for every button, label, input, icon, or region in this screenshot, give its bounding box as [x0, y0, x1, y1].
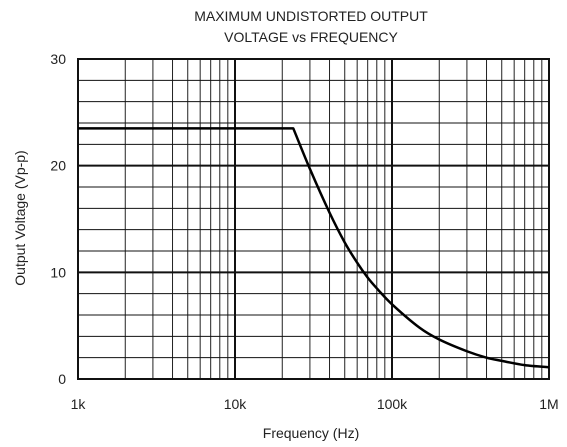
y-tick-label: 30 [50, 51, 66, 67]
x-tick-label: 1k [71, 396, 87, 412]
plot-frame [77, 58, 550, 380]
x-tick-label: 1M [539, 396, 558, 412]
y-tick-label: 10 [50, 264, 66, 280]
x-axis-label: Frequency (Hz) [263, 425, 359, 441]
y-tick-label: 0 [58, 371, 66, 387]
tick-labels: 1k 10k 100k 1M 0 10 20 30 [50, 51, 558, 412]
y-tick-label: 20 [50, 158, 66, 174]
chart-title-line2: VOLTAGE vs FREQUENCY [224, 29, 398, 45]
y-axis-label: Output Voltage (Vp-p) [12, 150, 28, 285]
x-tick-label: 10k [224, 396, 248, 412]
chart-title-line1: MAXIMUM UNDISTORTED OUTPUT [194, 8, 428, 24]
series-line [78, 127, 550, 369]
series [78, 127, 550, 369]
grid [77, 58, 550, 380]
x-tick-label: 100k [377, 396, 408, 412]
